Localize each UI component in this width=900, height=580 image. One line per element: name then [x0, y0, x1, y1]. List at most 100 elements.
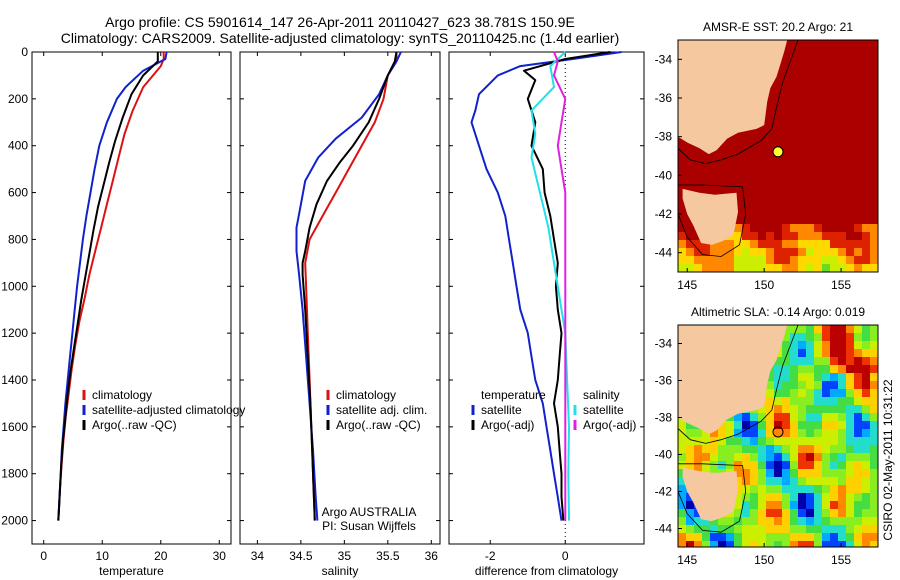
lat-tick-label: -44	[655, 522, 673, 536]
field-cell	[710, 160, 718, 168]
field-cell	[814, 208, 822, 216]
field-cell	[814, 533, 822, 541]
field-cell	[718, 168, 726, 176]
field-cell	[718, 429, 726, 437]
field-cell	[686, 184, 694, 192]
field-cell	[854, 469, 862, 477]
field-cell	[798, 421, 806, 429]
field-cell	[734, 517, 742, 525]
field-cell	[774, 216, 782, 224]
field-cell	[742, 469, 750, 477]
field-cell	[766, 144, 774, 152]
field-cell	[678, 461, 686, 469]
field-cell	[846, 112, 854, 120]
field-cell	[782, 240, 790, 248]
field-cell	[678, 256, 686, 264]
field-cell	[846, 160, 854, 168]
field-cell	[838, 453, 846, 461]
field-cell	[790, 437, 798, 445]
field-cell	[854, 216, 862, 224]
field-cell	[686, 429, 694, 437]
field-cell	[766, 525, 774, 533]
field-cell	[814, 176, 822, 184]
tasmania	[682, 188, 738, 245]
field-cell	[862, 541, 870, 547]
field-cell	[862, 357, 870, 365]
field-cell	[774, 168, 782, 176]
field-cell	[686, 493, 694, 501]
field-cell	[838, 208, 846, 216]
field-cell	[798, 40, 806, 48]
field-cell	[830, 445, 838, 453]
field-cell	[782, 96, 790, 104]
field-cell	[854, 200, 862, 208]
field-cell	[822, 405, 830, 413]
field-cell	[838, 72, 846, 80]
field-cell	[822, 501, 830, 509]
field-cell	[806, 248, 814, 256]
x-axis-label: temperature	[99, 564, 164, 578]
field-cell	[854, 192, 862, 200]
field-cell	[846, 533, 854, 541]
field-cell	[758, 224, 766, 232]
field-cell	[822, 64, 830, 72]
field-cell	[678, 421, 686, 429]
lat-tick-label: -34	[655, 52, 673, 66]
field-cell	[806, 224, 814, 232]
field-cell	[822, 357, 830, 365]
field-cell	[750, 477, 758, 485]
field-cell	[726, 168, 734, 176]
series-line-0	[57, 52, 165, 521]
field-cell	[766, 232, 774, 240]
lat-tick-label: -40	[655, 448, 673, 462]
field-cell	[870, 341, 878, 349]
field-cell	[766, 461, 774, 469]
field-cell	[854, 40, 862, 48]
field-cell	[758, 533, 766, 541]
field-cell	[734, 256, 742, 264]
field-cell	[790, 80, 798, 88]
field-cell	[782, 200, 790, 208]
field-cell	[814, 136, 822, 144]
field-cell	[798, 152, 806, 160]
field-cell	[798, 445, 806, 453]
field-cell	[870, 136, 878, 144]
field-cell	[830, 477, 838, 485]
field-cell	[862, 120, 870, 128]
field-cell	[782, 88, 790, 96]
field-cell	[758, 152, 766, 160]
field-cell	[798, 144, 806, 152]
y-tick-label: 1400	[1, 373, 28, 387]
field-cell	[734, 264, 742, 272]
field-cell	[854, 477, 862, 485]
field-cell	[854, 429, 862, 437]
field-cell	[870, 184, 878, 192]
field-cell	[862, 248, 870, 256]
field-cell	[798, 461, 806, 469]
field-cell	[782, 128, 790, 136]
field-cell	[742, 216, 750, 224]
field-cell	[838, 509, 846, 517]
field-cell	[846, 525, 854, 533]
field-cell	[838, 349, 846, 357]
field-cell	[718, 541, 726, 547]
field-cell	[870, 397, 878, 405]
field-cell	[806, 325, 814, 333]
field-cell	[782, 397, 790, 405]
field-cell	[790, 389, 798, 397]
field-cell	[822, 461, 830, 469]
field-cell	[758, 413, 766, 421]
field-cell	[790, 200, 798, 208]
field-cell	[742, 136, 750, 144]
field-cell	[758, 461, 766, 469]
field-cell	[742, 232, 750, 240]
field-cell	[862, 200, 870, 208]
field-cell	[870, 405, 878, 413]
field-cell	[846, 365, 854, 373]
field-cell	[806, 389, 814, 397]
field-cell	[782, 216, 790, 224]
field-cell	[790, 445, 798, 453]
field-cell	[814, 40, 822, 48]
field-cell	[766, 160, 774, 168]
field-cell	[798, 192, 806, 200]
